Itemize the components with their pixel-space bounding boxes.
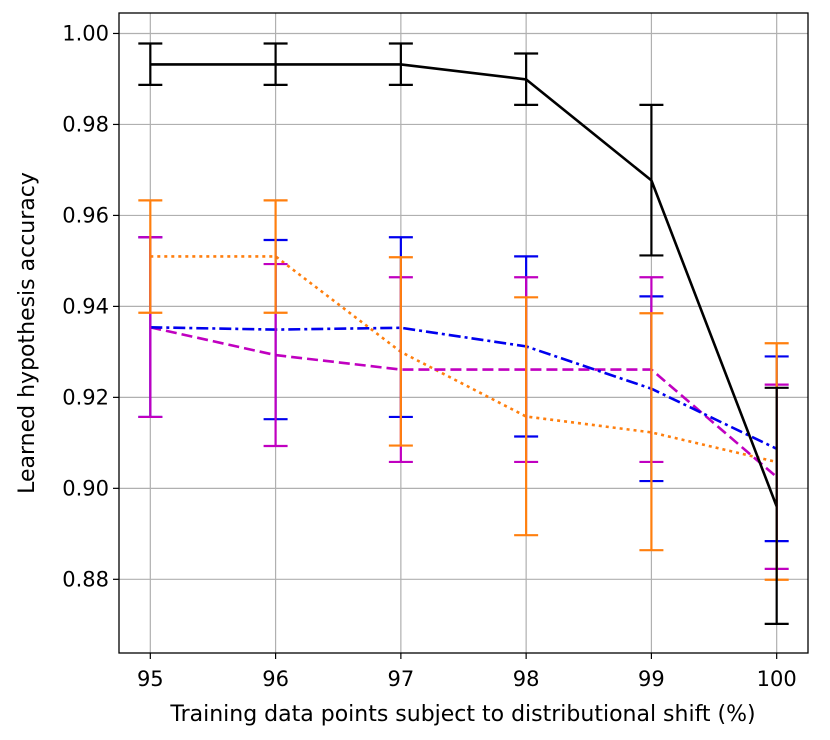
error-bar-series-1 (639, 103, 664, 257)
error-bar-series-4 (514, 296, 539, 537)
x-tick-label: 98 (513, 667, 540, 691)
x-tick-label: 99 (638, 667, 665, 691)
series-line-3 (150, 326, 778, 478)
x-axis-label: Training data points subject to distribu… (169, 702, 755, 727)
y-tick-label: 1.00 (62, 21, 109, 45)
error-bars (138, 42, 789, 625)
series-line-4 (150, 255, 777, 464)
axis-ticks: 95 96 97 98 99 100 0.88 0.90 0.92 0.94 0.96 0.98 1.0… (62, 21, 796, 691)
plot-frame (118, 12, 809, 654)
series-lines (150, 63, 778, 507)
y-tick-label: 0.90 (62, 476, 109, 500)
x-tick-label: 97 (387, 667, 414, 691)
grid-lines (119, 13, 808, 653)
error-bar-series-1 (138, 42, 163, 86)
series-line-1 (150, 63, 778, 507)
error-bar-series-1 (514, 52, 539, 106)
y-tick-label: 0.96 (62, 203, 109, 227)
error-bar-series-1 (263, 42, 288, 86)
x-tick-label: 96 (262, 667, 289, 691)
y-tick-label: 0.94 (62, 294, 109, 318)
error-bar-series-4 (138, 199, 163, 314)
x-tick-label: 95 (137, 667, 164, 691)
y-tick-label: 0.92 (62, 385, 109, 409)
y-tick-label: 0.98 (62, 112, 109, 136)
y-axis-label: Learned hypothesis accuracy (15, 172, 40, 494)
error-bar-series-4 (639, 312, 664, 552)
error-bar-series-1 (764, 386, 789, 625)
series-line-2 (150, 326, 778, 450)
x-tick-label: 100 (757, 667, 797, 691)
y-tick-label: 0.88 (62, 567, 109, 591)
error-bar-series-4 (388, 256, 413, 447)
error-bar-series-4 (263, 199, 288, 314)
error-bar-series-1 (388, 42, 413, 86)
